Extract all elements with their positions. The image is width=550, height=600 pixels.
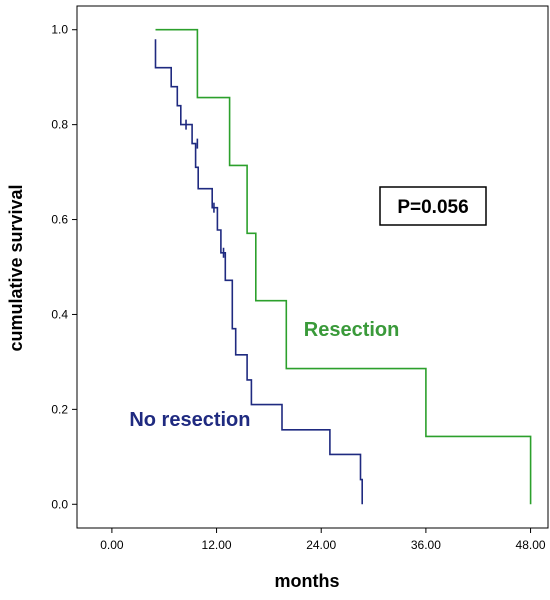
y-tick-label: 0.8 <box>51 118 68 132</box>
resection-label: Resection <box>304 319 400 341</box>
p-value-label: P=0.056 <box>397 197 468 218</box>
y-tick-label: 0.2 <box>51 402 68 416</box>
y-tick-label: 0.0 <box>51 497 68 511</box>
x-tick-label: 24.00 <box>306 538 336 552</box>
survival-curves <box>154 28 532 505</box>
y-axis: 0.0 0.2 0.4 0.6 0.8 1.0 <box>51 23 77 511</box>
y-axis-title: cumulative survival <box>6 184 26 351</box>
x-axis-title: months <box>275 571 340 591</box>
curve-annotations: Resection No resection <box>129 319 399 431</box>
plot-frame <box>76 5 549 529</box>
x-tick-label: 48.00 <box>516 538 546 552</box>
x-tick-label: 12.00 <box>202 538 232 552</box>
p-value-box: P=0.056 <box>379 186 487 226</box>
no-resection-curve <box>154 39 363 505</box>
x-axis: 0.00 12.00 24.00 36.00 48.00 <box>100 528 546 552</box>
resection-curve <box>155 28 532 505</box>
no-resection-label: No resection <box>129 409 250 431</box>
y-tick-label: 0.4 <box>51 307 68 321</box>
y-tick-label: 0.6 <box>51 213 68 227</box>
y-tick-label: 1.0 <box>51 23 68 37</box>
x-tick-label: 0.00 <box>100 538 124 552</box>
x-tick-label: 36.00 <box>411 538 441 552</box>
